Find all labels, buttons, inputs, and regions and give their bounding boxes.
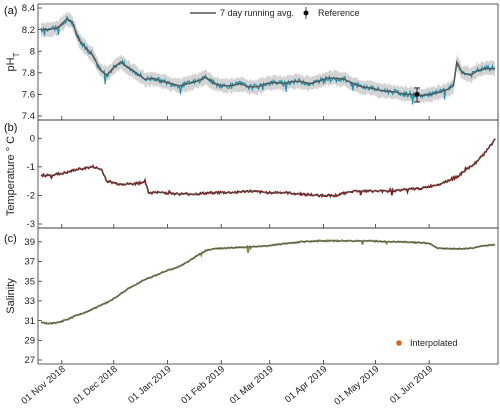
legend-interp-label: Interpolated	[410, 338, 458, 348]
ytick-label: 8.2	[22, 25, 35, 36]
ytick-label: -2	[27, 191, 35, 202]
panel-a-reference	[414, 87, 421, 103]
panel-b-tag: (b)	[4, 122, 17, 134]
uncertainty-band	[41, 11, 495, 104]
xtick-label: 01 Mar 2019	[228, 364, 276, 407]
xtick-label: 01 Apr 2019	[283, 364, 329, 405]
legend-interp-swatch	[396, 340, 402, 346]
xtick-label: 01 Dec 2018	[71, 364, 119, 407]
panel-c-tag: (c)	[4, 233, 17, 245]
panel-a-ylabel: pHT	[5, 52, 21, 71]
panel-a: (a) pHT 7.4 7.6 7.8 8 8.2 8.4 7 day running a…	[4, 3, 499, 122]
salinity-average-line	[40, 240, 496, 325]
panel-b: (b) Temperature ° C -3 -2 -1 0	[4, 119, 499, 230]
xtick-label: 01 Jun 2019	[388, 364, 435, 406]
panel-b-ylabel: Temperature ° C	[5, 136, 17, 216]
panel-b-frame	[37, 119, 499, 229]
ytick-label: 33	[24, 296, 35, 307]
ytick-label: 35	[24, 276, 35, 287]
legend-ref-label: Reference	[318, 8, 360, 18]
panel-a-frame	[37, 3, 499, 121]
ytick-label: 7.8	[22, 68, 35, 79]
ytick-label: 27	[24, 355, 35, 366]
xtick-label: 01 Jan 2019	[126, 364, 173, 406]
panel-c-legend: Interpolated	[396, 338, 458, 348]
xtick-label: 01 Nov 2018	[19, 364, 67, 407]
ytick-label: 8	[30, 46, 35, 57]
ytick-label: -1	[27, 162, 35, 173]
ytick-label: 37	[24, 257, 35, 268]
xtick-label: 01 Feb 2019	[179, 364, 227, 407]
panel-b-yticks: -3 -2 -1 0	[27, 133, 430, 230]
legend-ref-swatch	[303, 10, 309, 16]
panel-c-xticks: 01 Nov 2018 01 Dec 2018 01 Jan 2019 01 Feb …	[19, 360, 435, 408]
running-average-line	[41, 17, 495, 97]
ytick-label: 0	[30, 133, 35, 144]
ytick-label: 7.6	[22, 90, 35, 101]
legend-avg-label: 7 day running avg.	[220, 8, 294, 18]
ytick-label: 8.4	[22, 3, 35, 14]
xtick-label: 01 May 2019	[332, 364, 381, 408]
temperature-series-line	[40, 138, 496, 199]
panel-c-frame	[37, 227, 499, 365]
ytick-label: 31	[24, 316, 35, 327]
panel-b-series	[40, 138, 496, 199]
salinity-series-line	[40, 238, 496, 325]
panel-a-band	[41, 11, 495, 104]
ytick-label: 39	[24, 237, 35, 248]
ytick-label: -3	[27, 219, 35, 230]
panel-a-tag: (a)	[4, 5, 17, 17]
temperature-average-line	[41, 139, 496, 196]
reference-point	[414, 91, 420, 97]
panel-a-legend: 7 day running avg. Reference	[190, 7, 360, 19]
panel-c-yticks: 27 29 31 33 35 37 39	[24, 237, 42, 366]
ytick-label: 29	[24, 336, 35, 347]
panel-c-ylabel: Salinity	[5, 278, 17, 314]
ytick-label: 7.4	[22, 111, 35, 122]
panel-c-series	[40, 238, 496, 325]
panel-a-yticks: 7.4 7.6 7.8 8 8.2 8.4	[22, 3, 430, 122]
panel-a-avg	[41, 17, 495, 97]
